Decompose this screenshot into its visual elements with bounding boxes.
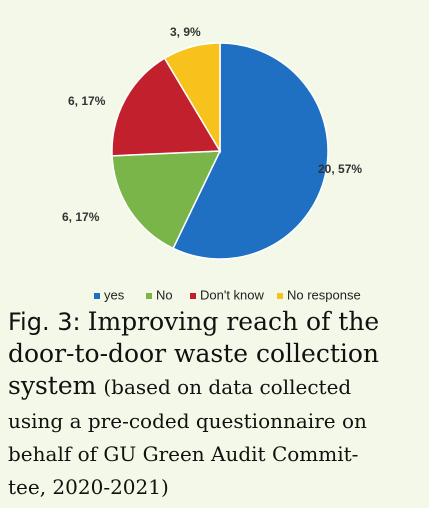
pie: 20, 57% 6, 17% 6, 17% 3, 9%: [62, 25, 362, 260]
caption-title: system: [8, 371, 97, 400]
data-label: 20, 57%: [318, 162, 362, 176]
legend-swatch: [146, 293, 152, 299]
data-label: 6, 17%: [68, 94, 106, 108]
legend-swatch: [190, 293, 196, 299]
legend-label: Don't know: [200, 287, 265, 302]
legend: yes No Don't know No response: [94, 287, 361, 302]
legend-label: No: [156, 287, 173, 302]
pie-slice: [163, 42, 221, 154]
caption-note: tee, 2020-2021): [8, 475, 169, 499]
pie-slice: [172, 42, 329, 260]
caption-note: (based on data collected: [103, 375, 351, 399]
legend-label: No response: [287, 287, 361, 302]
data-label: 3, 9%: [170, 25, 201, 39]
caption-note: behalf of GU Green Audit Commit-: [8, 442, 358, 466]
caption-note: using a pre-coded questionnaire on: [8, 409, 367, 433]
pie-slice: [111, 150, 222, 250]
legend-swatch: [94, 293, 100, 299]
legend-swatch: [277, 293, 283, 299]
caption-label: Fig. 3:: [8, 308, 81, 336]
caption-title: Improving reach of the: [88, 307, 380, 336]
caption-line: Fig. 3: Improving reach of the: [8, 307, 379, 336]
caption-title: door-to-door waste collection: [8, 339, 379, 368]
data-label: 6, 17%: [62, 210, 100, 224]
legend-label: yes: [104, 287, 125, 302]
pie-slice: [111, 57, 222, 157]
caption-line: system (based on data collected: [8, 371, 351, 400]
